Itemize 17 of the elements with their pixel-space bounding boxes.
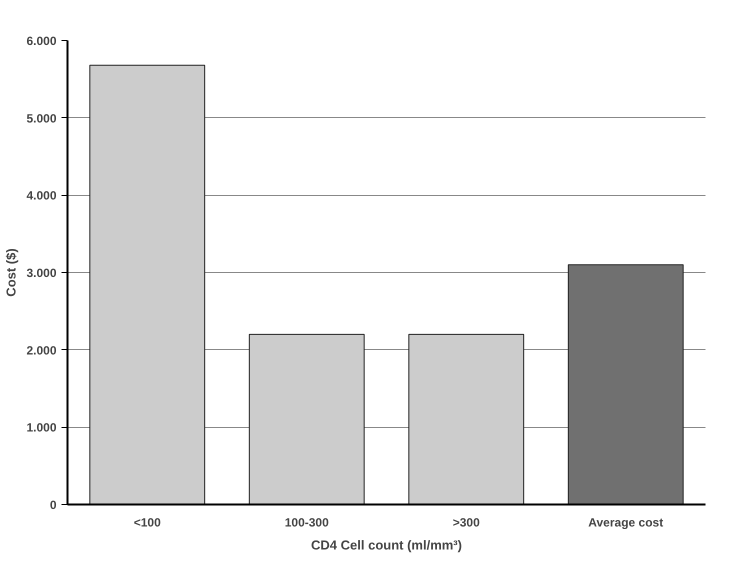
y-tick-label: 6.000 (26, 34, 57, 48)
x-tick-label: <100 (134, 516, 162, 530)
x-tick-label: >300 (452, 516, 480, 530)
x-axis-title: CD4 Cell count (ml/mm³) (311, 538, 462, 552)
x-tick-label: Average cost (588, 516, 664, 530)
y-tick-label: 1.000 (26, 420, 57, 435)
y-axis-title: Cost ($) (3, 248, 18, 297)
y-tick-label: 0 (50, 498, 57, 512)
bar (408, 334, 524, 504)
y-tick-label: 2.000 (26, 343, 57, 358)
y-tick-label: 3.000 (26, 266, 57, 280)
bar (89, 64, 206, 504)
x-tick-label: 100-300 (284, 516, 330, 530)
y-tick-label: 5.000 (26, 111, 57, 126)
bar (248, 334, 365, 504)
y-tick-label: 4.000 (26, 188, 57, 203)
bar (568, 264, 684, 504)
